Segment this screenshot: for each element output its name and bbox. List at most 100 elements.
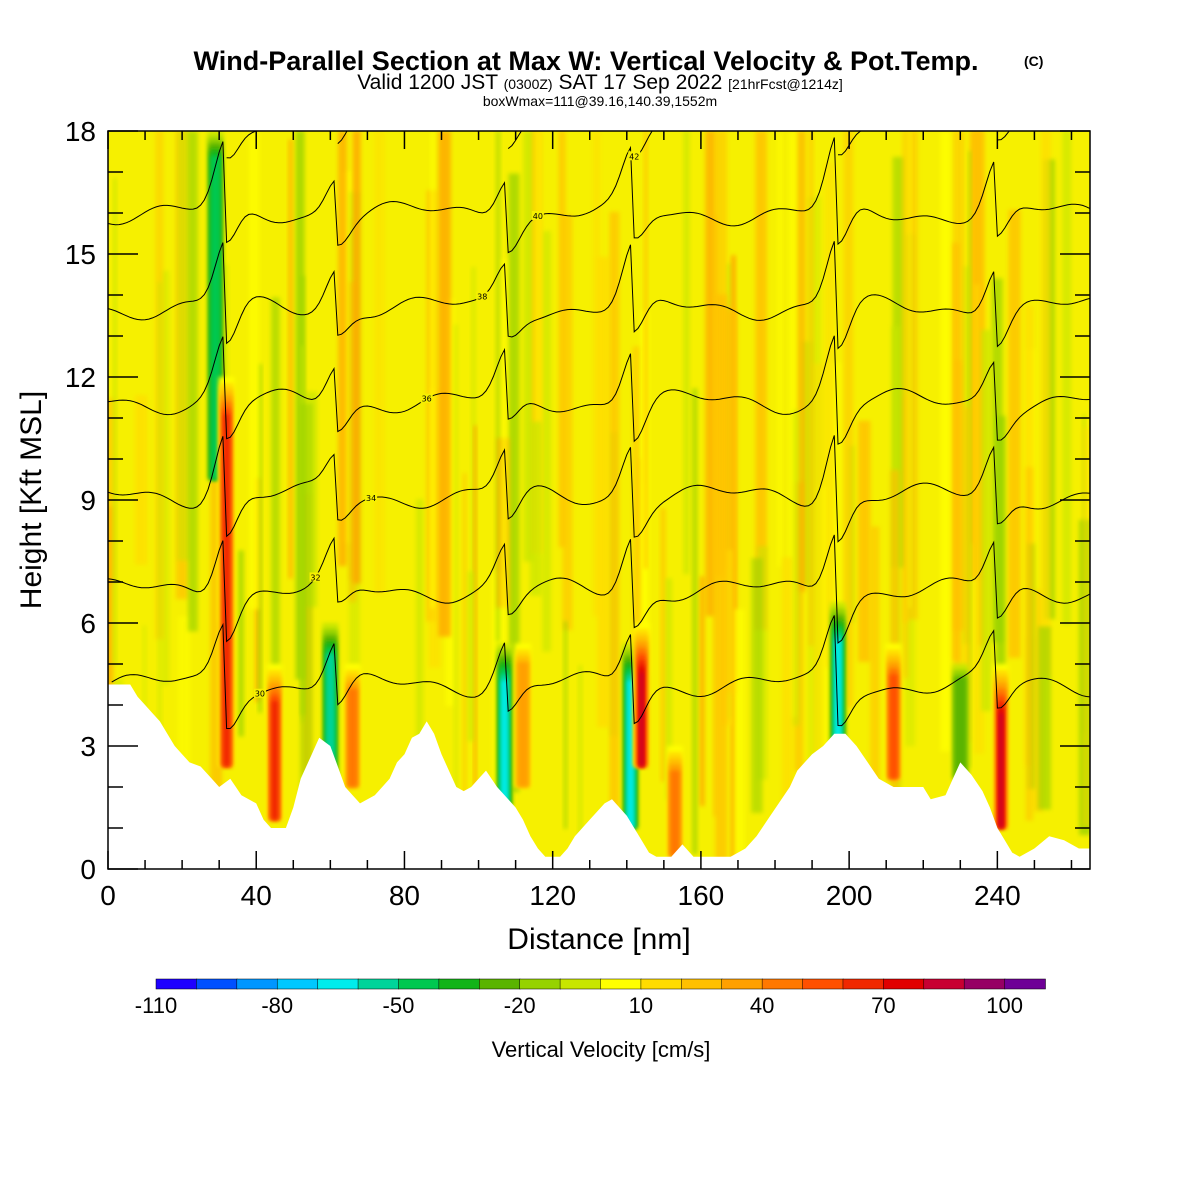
velocity-streak xyxy=(271,297,280,780)
velocity-streak xyxy=(725,311,738,694)
colorbar-swatch xyxy=(923,978,965,990)
colorbar-swatch xyxy=(761,978,804,990)
draft-core xyxy=(953,676,967,779)
velocity-streak xyxy=(299,403,313,819)
velocity-streak xyxy=(473,425,477,831)
colorbar-tick-label: -80 xyxy=(261,993,293,1018)
velocity-streak xyxy=(258,363,262,713)
velocity-streak xyxy=(1081,427,1090,827)
x-tick-label: 0 xyxy=(100,880,116,911)
isentrope-line xyxy=(108,435,1090,543)
colorbar-swatch xyxy=(276,978,319,990)
velocity-streak xyxy=(523,131,534,562)
velocity-streak xyxy=(134,395,148,565)
isentrope-label-bg xyxy=(253,688,266,698)
y-tick-label: 18 xyxy=(65,116,96,147)
velocity-streak xyxy=(858,420,871,662)
velocity-streak xyxy=(210,323,223,827)
velocity-streak xyxy=(638,458,642,727)
colorbar-swatch xyxy=(357,978,400,990)
velocity-streak xyxy=(808,131,814,646)
velocity-streak xyxy=(1040,131,1051,677)
colorbar-tick-label: -20 xyxy=(504,993,536,1018)
colorbar-swatch xyxy=(681,978,723,990)
isentrope-label-bg xyxy=(309,572,322,582)
y-tick-label: 6 xyxy=(80,608,96,639)
isentrope-line xyxy=(108,335,1090,445)
velocity-streak xyxy=(563,621,568,829)
draft-core xyxy=(517,661,529,787)
velocity-streak xyxy=(113,178,117,665)
velocity-streak xyxy=(430,131,435,609)
velocity-streak xyxy=(981,329,992,712)
colorbar-ticks: -110 -80 -50 -20 10 40 70 100 xyxy=(135,993,1023,1018)
x-tick-label: 200 xyxy=(826,880,873,911)
velocity-streak xyxy=(348,281,357,603)
velocity-streak xyxy=(238,550,244,737)
velocity-streak xyxy=(161,270,170,686)
colorbar-swatch xyxy=(438,978,481,990)
y-tick-label: 12 xyxy=(65,362,96,393)
y-tick-label: 3 xyxy=(80,731,96,762)
draft-core xyxy=(670,770,680,857)
velocity-streak xyxy=(940,131,951,752)
velocity-streak xyxy=(870,526,880,842)
velocity-streak xyxy=(660,508,666,782)
velocity-streak xyxy=(609,211,620,828)
draft-core xyxy=(223,413,230,767)
isentrope-label: 38 xyxy=(477,293,487,302)
velocity-streak xyxy=(249,131,260,610)
x-axis: 0 40 80 120 160 200 240 xyxy=(100,131,1073,911)
isentrope-line xyxy=(108,241,1090,350)
isentrope-label: 42 xyxy=(629,152,639,161)
velocity-streak xyxy=(712,214,718,817)
velocity-streak xyxy=(416,499,424,845)
velocity-streak xyxy=(471,266,476,595)
velocity-streak xyxy=(902,131,909,679)
velocity-streak xyxy=(699,576,705,807)
velocity-streak xyxy=(777,131,782,567)
colorbar-swatch xyxy=(479,978,521,990)
colorbar-swatch xyxy=(842,978,885,990)
chart-subtitle: Valid 1200 JST (0300Z) SAT 17 Sep 2022 [… xyxy=(357,71,843,94)
velocity-streak xyxy=(792,410,800,726)
y-tick-label: 15 xyxy=(65,239,96,270)
velocity-streak xyxy=(813,363,824,791)
colorbar-tick-label: -110 xyxy=(135,993,177,1018)
velocity-streak xyxy=(542,230,551,652)
velocity-streak xyxy=(592,131,601,616)
velocity-streak xyxy=(157,282,162,860)
draft-core xyxy=(210,155,221,480)
colorbar-swatch xyxy=(155,978,198,990)
velocity-streak xyxy=(705,131,716,617)
colorbar-swatch xyxy=(196,978,238,990)
y-axis-title: Height [Kft MSL] xyxy=(15,391,48,609)
colorbar-swatch xyxy=(883,978,925,990)
x-tick-label: 80 xyxy=(389,880,420,911)
velocity-streak xyxy=(829,362,842,644)
velocity-streak xyxy=(692,388,698,855)
x-tick-label: 40 xyxy=(241,880,272,911)
colorbar-swatch xyxy=(721,978,763,990)
colorbar xyxy=(155,978,1046,990)
colorbar-tick-label: 40 xyxy=(750,993,774,1018)
velocity-streak xyxy=(562,214,573,631)
copyright-mark: (C) xyxy=(1024,53,1043,69)
x-tick-label: 160 xyxy=(678,880,725,911)
velocity-streaks xyxy=(108,131,1090,868)
velocity-streak xyxy=(462,473,467,840)
colorbar-swatch xyxy=(600,978,642,990)
velocity-streak xyxy=(788,131,797,717)
plot-area: 30 32 34 36 38 40 42 xyxy=(108,131,1090,869)
x-axis-title: Distance [nm] xyxy=(507,923,690,956)
isentrope-label: 40 xyxy=(533,212,543,221)
draft-core xyxy=(640,672,644,767)
isentrope-label-bg xyxy=(365,493,378,503)
velocity-streak xyxy=(734,609,745,859)
velocity-streak xyxy=(907,131,912,609)
velocity-streak xyxy=(843,131,854,708)
velocity-streak xyxy=(288,139,293,579)
isentrope-line xyxy=(111,615,1090,729)
y-tick-label: 9 xyxy=(80,485,96,516)
